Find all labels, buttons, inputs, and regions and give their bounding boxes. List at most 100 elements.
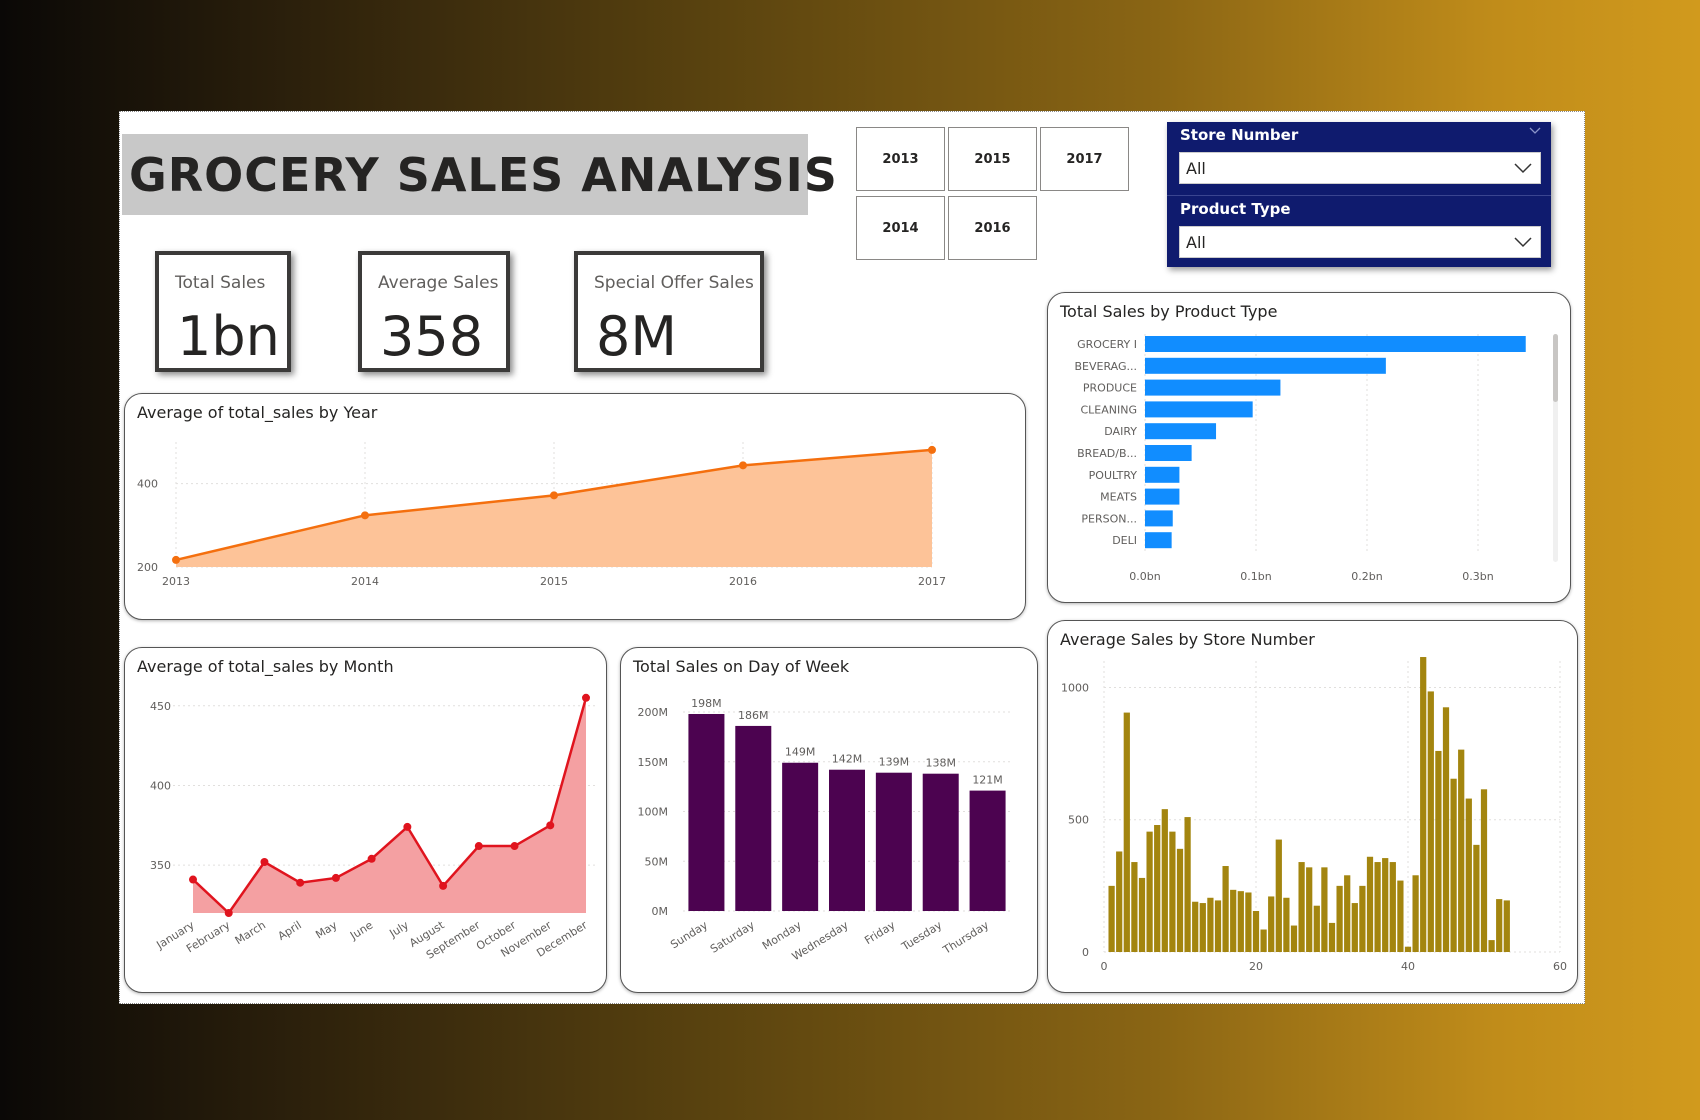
month-chart-card: Average of total_sales by Month 350 400 45… — [124, 647, 607, 993]
kpi-total-sales: Total Sales 1bn — [155, 251, 291, 372]
year-slicer-2017[interactable]: 2017 — [1040, 127, 1129, 191]
y-tick-label: 0 — [1082, 946, 1089, 959]
bar — [1145, 532, 1172, 549]
bar — [1382, 858, 1389, 952]
data-label: 138M — [925, 757, 956, 770]
data-label: 198M — [691, 697, 722, 710]
y-tick-label: 150M — [638, 756, 669, 769]
bar — [1480, 789, 1488, 952]
y-tick-label: BREAD/B... — [1077, 447, 1137, 460]
data-point — [439, 881, 448, 890]
product-type-dropdown[interactable]: All — [1179, 226, 1541, 258]
data-point — [189, 875, 197, 884]
x-tick-label: 0.0bn — [1129, 570, 1160, 583]
bar — [1161, 809, 1168, 952]
bar — [1435, 750, 1442, 952]
x-tick-label: 2017 — [918, 575, 946, 588]
bar — [735, 725, 772, 911]
bar — [1389, 862, 1396, 952]
data-point — [260, 857, 269, 866]
y-tick-label: 500 — [1068, 814, 1089, 827]
weekday-bar-chart: 0M 50M 100M 150M 200M 198M Sunday 186M Saturday 1… — [638, 697, 1011, 963]
store-number-dropdown[interactable]: All — [1179, 152, 1541, 184]
kpi-label: Average Sales — [378, 273, 499, 293]
bar — [1145, 357, 1386, 374]
bar — [1184, 817, 1191, 952]
chart-title: Total Sales by Product Type — [1060, 302, 1278, 321]
y-tick-label: 50M — [645, 855, 669, 868]
x-tick-label: Tuesday — [899, 918, 945, 954]
bar — [1275, 839, 1282, 952]
chart-title: Average Sales by Store Number — [1060, 630, 1315, 649]
bar — [1252, 910, 1260, 952]
x-tick-label: Friday — [862, 918, 898, 947]
x-tick-label: 20 — [1249, 960, 1263, 973]
chart-title: Average of total_sales by Month — [137, 657, 394, 676]
bar — [1442, 707, 1450, 952]
year-slicer-2013[interactable]: 2013 — [856, 127, 945, 191]
bar — [1145, 423, 1217, 440]
page-title: GROCERY SALES ANALYSIS — [129, 148, 838, 202]
bar — [829, 769, 865, 911]
collapse-chevron-icon[interactable] — [1529, 127, 1541, 135]
filter-divider — [1167, 195, 1551, 196]
data-point — [403, 822, 412, 831]
store-number-label: Store Number — [1180, 126, 1299, 144]
data-point — [367, 854, 376, 863]
data-point — [331, 873, 340, 882]
bar — [1473, 844, 1480, 952]
bar — [1145, 336, 1526, 352]
y-tick-label: DELI — [1112, 534, 1137, 547]
y-tick-label: MEATS — [1100, 491, 1137, 504]
year-slicer-2016[interactable]: 2016 — [948, 196, 1037, 260]
kpi-value: 8M — [596, 305, 677, 368]
bar — [1245, 892, 1252, 952]
bar — [1412, 875, 1419, 952]
product-bar-chart: 0.0bn 0.1bn 0.2bn 0.3bn GROCERY I BEVERAG... P… — [1074, 334, 1558, 583]
bar — [1207, 897, 1214, 952]
bar — [1192, 901, 1199, 952]
x-tick-label: 2013 — [162, 575, 190, 588]
y-tick-label: 1000 — [1061, 681, 1089, 694]
x-tick-label: 60 — [1553, 960, 1567, 973]
bar — [1420, 657, 1427, 952]
kpi-value: 1bn — [177, 305, 280, 368]
area-fill — [193, 697, 586, 913]
bar — [1145, 466, 1180, 483]
year-slicer-2015[interactable]: 2015 — [948, 127, 1037, 191]
bar — [1145, 510, 1173, 527]
bar — [1108, 885, 1115, 952]
x-tick-label: 0.3bn — [1462, 570, 1493, 583]
data-point — [928, 445, 936, 454]
chevron-down-icon — [1514, 237, 1532, 248]
bar — [1116, 851, 1123, 952]
bar — [1290, 925, 1298, 952]
product-type-value: All — [1186, 233, 1206, 252]
x-tick-label: 0.2bn — [1351, 570, 1382, 583]
chevron-down-icon — [1514, 163, 1532, 174]
bar — [969, 790, 1006, 911]
data-label: 186M — [738, 709, 769, 722]
bar — [1214, 900, 1222, 952]
y-tick-label: 450 — [150, 700, 171, 713]
x-tick-label: Saturday — [708, 918, 757, 956]
kpi-label: Special Offer Sales — [594, 273, 754, 293]
year-slicer-2014[interactable]: 2014 — [856, 196, 945, 260]
bar — [1313, 905, 1320, 952]
x-tick-label: June — [347, 918, 375, 942]
bar — [782, 762, 819, 911]
kpi-special-offer-sales: Special Offer Sales 8M — [574, 251, 764, 372]
bar — [1503, 900, 1510, 952]
bar — [1458, 749, 1465, 952]
chart-title: Average of total_sales by Year — [137, 403, 378, 422]
product-type-label: Product Type — [1180, 200, 1291, 218]
bar — [1145, 488, 1180, 505]
x-tick-label: 2015 — [540, 575, 568, 588]
bar — [688, 713, 725, 911]
data-point — [296, 878, 305, 887]
x-tick-label: 0 — [1101, 960, 1108, 973]
data-point — [546, 821, 555, 830]
bar — [1344, 875, 1351, 952]
weekday-chart-card: Total Sales on Day of Week 0M 50M 100M 150M… — [620, 647, 1038, 993]
bar — [1488, 940, 1495, 952]
